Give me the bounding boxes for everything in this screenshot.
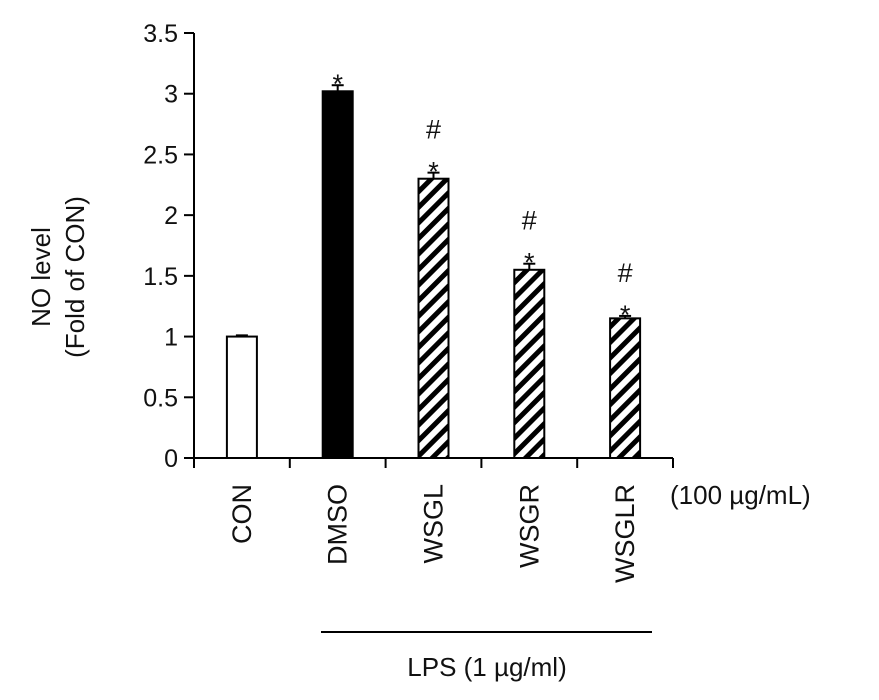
y-tick-label: 3.5 — [143, 20, 178, 48]
bar-dmso — [321, 90, 354, 460]
significance-asterisk: * — [524, 248, 535, 278]
category-label: WSGL — [419, 484, 449, 564]
significance-hash: # — [618, 258, 633, 288]
significance-asterisk: * — [428, 157, 439, 187]
category-label: DMSO — [323, 484, 353, 565]
lps-group-label: LPS (1 µg/ml) — [407, 652, 566, 682]
y-tick-label: 3 — [164, 81, 178, 109]
significance-hash: # — [426, 115, 441, 145]
y-axis-label-line2: (Fold of CON) — [60, 196, 90, 358]
bar-con — [225, 335, 258, 460]
y-tick-label: 0.5 — [143, 384, 178, 412]
bar-wsgl — [417, 177, 450, 459]
concentration-note: (100 µg/mL) — [670, 480, 811, 510]
category-label: WSGLR — [610, 484, 640, 583]
bar-wsgr — [513, 268, 546, 459]
y-tick-label: 2.5 — [143, 141, 178, 169]
significance-asterisk: * — [332, 69, 343, 99]
category-label: WSGR — [514, 484, 544, 568]
bar-wsglr — [609, 317, 642, 459]
y-tick-label: 2 — [164, 202, 178, 230]
y-axis-label-line1: NO level — [26, 227, 56, 327]
y-tick-label: 1.5 — [143, 263, 178, 291]
significance-hash: # — [522, 206, 537, 236]
y-tick-label: 0 — [164, 445, 178, 473]
significance-asterisk: * — [620, 300, 631, 330]
y-tick-label: 1 — [164, 324, 178, 352]
category-label: CON — [227, 484, 257, 544]
